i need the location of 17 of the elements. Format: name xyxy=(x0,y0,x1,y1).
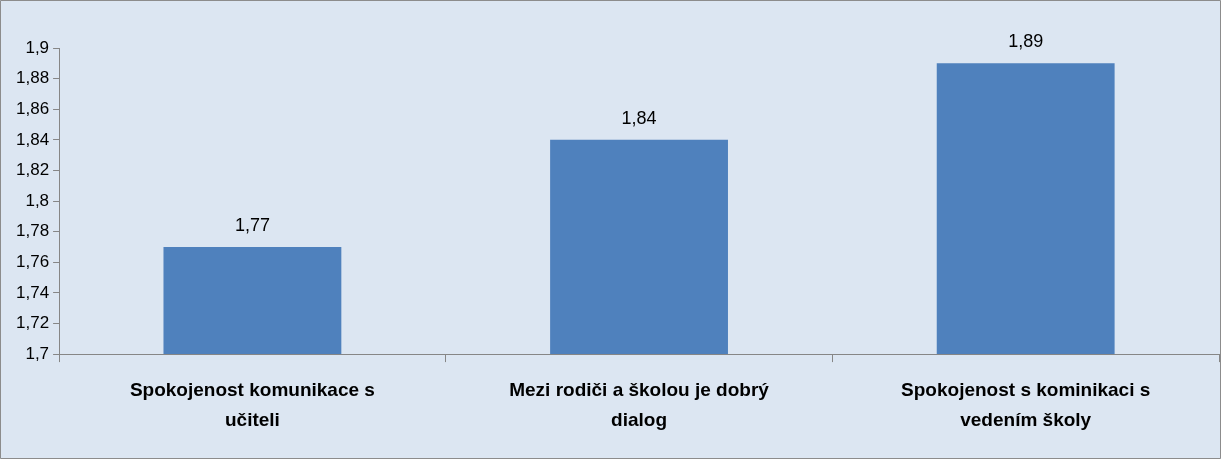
y-tick-label: 1,84 xyxy=(15,129,50,149)
y-tick-label: 1,8 xyxy=(25,190,50,210)
x-tick-label: Spokojenost s kominikaci s vedením školy xyxy=(901,379,1151,430)
y-tick-label: 1,76 xyxy=(15,251,50,271)
y-tick-label: 1,82 xyxy=(15,160,50,180)
y-tick-label: 1,7 xyxy=(25,343,50,363)
x-tick-label: Mezi rodiči a školou je dobrý dialog xyxy=(509,379,770,430)
y-tick-label: 1,72 xyxy=(15,313,50,333)
y-tick-label: 1,88 xyxy=(15,68,50,88)
data-label: 1,84 xyxy=(621,107,657,128)
y-tick-label: 1,86 xyxy=(15,98,50,118)
y-tick-label: 1,9 xyxy=(25,37,50,57)
x-tick-label: Spokojenost komunikace s učiteli xyxy=(129,379,375,430)
data-label: 1,89 xyxy=(1008,31,1044,52)
y-tick-label: 1,78 xyxy=(15,221,50,241)
data-label: 1,77 xyxy=(234,214,270,235)
y-tick-label: 1,74 xyxy=(15,282,50,302)
